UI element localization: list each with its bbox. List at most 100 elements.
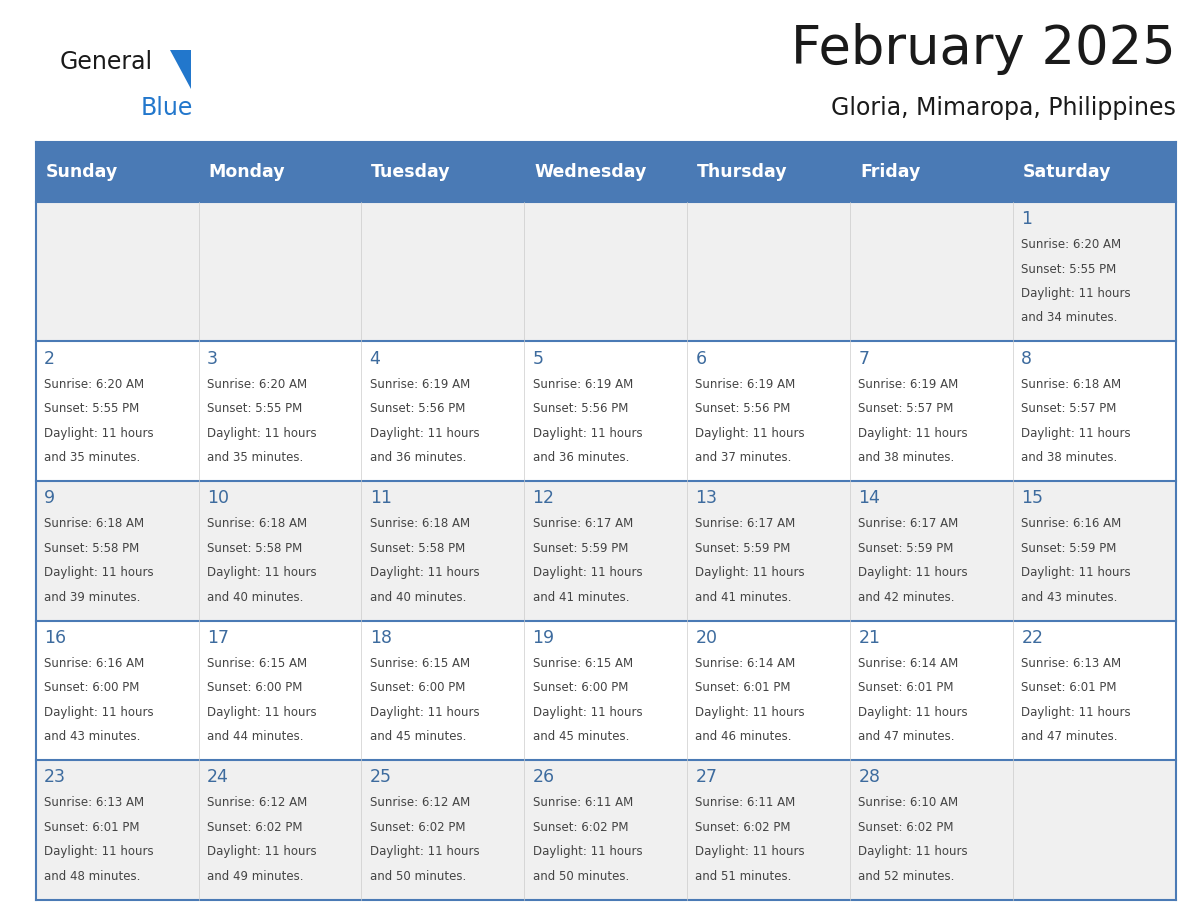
Text: Daylight: 11 hours: Daylight: 11 hours — [207, 706, 316, 719]
Text: Sunset: 6:01 PM: Sunset: 6:01 PM — [695, 681, 791, 694]
Text: Daylight: 11 hours: Daylight: 11 hours — [695, 566, 805, 579]
Text: Sunrise: 6:17 AM: Sunrise: 6:17 AM — [859, 518, 959, 531]
Text: Daylight: 11 hours: Daylight: 11 hours — [859, 566, 968, 579]
Text: Daylight: 11 hours: Daylight: 11 hours — [1022, 427, 1131, 440]
Text: Sunset: 5:58 PM: Sunset: 5:58 PM — [207, 542, 302, 554]
Text: Daylight: 11 hours: Daylight: 11 hours — [859, 845, 968, 858]
Text: Daylight: 11 hours: Daylight: 11 hours — [859, 427, 968, 440]
Text: Daylight: 11 hours: Daylight: 11 hours — [695, 706, 805, 719]
Text: Sunset: 6:02 PM: Sunset: 6:02 PM — [695, 821, 791, 834]
Text: 4: 4 — [369, 350, 380, 368]
Text: 9: 9 — [44, 489, 55, 508]
Text: Sunrise: 6:12 AM: Sunrise: 6:12 AM — [207, 797, 307, 810]
Text: Sunrise: 6:10 AM: Sunrise: 6:10 AM — [859, 797, 959, 810]
Text: Sunset: 6:02 PM: Sunset: 6:02 PM — [207, 821, 302, 834]
Text: Sunset: 6:01 PM: Sunset: 6:01 PM — [1022, 681, 1117, 694]
Bar — [1013, 760, 1176, 900]
Text: Sunrise: 6:20 AM: Sunrise: 6:20 AM — [44, 378, 144, 391]
Bar — [688, 142, 851, 202]
Text: 10: 10 — [207, 489, 229, 508]
Text: Sunrise: 6:18 AM: Sunrise: 6:18 AM — [1022, 378, 1121, 391]
Text: Daylight: 11 hours: Daylight: 11 hours — [859, 706, 968, 719]
Text: and 36 minutes.: and 36 minutes. — [369, 451, 466, 464]
Text: Sunrise: 6:19 AM: Sunrise: 6:19 AM — [859, 378, 959, 391]
Bar — [851, 142, 1013, 202]
Text: Tuesday: Tuesday — [372, 163, 451, 181]
Bar — [1013, 202, 1176, 341]
Text: and 44 minutes.: and 44 minutes. — [207, 730, 303, 743]
Text: and 35 minutes.: and 35 minutes. — [207, 451, 303, 464]
Bar — [524, 481, 688, 621]
Text: General: General — [59, 50, 152, 74]
Text: Sunrise: 6:15 AM: Sunrise: 6:15 AM — [369, 657, 469, 670]
Text: 21: 21 — [859, 629, 880, 647]
Text: 2: 2 — [44, 350, 55, 368]
Text: and 51 minutes.: and 51 minutes. — [695, 869, 792, 882]
Text: Sunset: 5:58 PM: Sunset: 5:58 PM — [44, 542, 139, 554]
Text: Daylight: 11 hours: Daylight: 11 hours — [1022, 287, 1131, 300]
Text: and 43 minutes.: and 43 minutes. — [44, 730, 140, 743]
Bar — [688, 481, 851, 621]
Text: and 46 minutes.: and 46 minutes. — [695, 730, 792, 743]
Bar — [524, 341, 688, 481]
Bar — [851, 621, 1013, 760]
Text: Daylight: 11 hours: Daylight: 11 hours — [532, 566, 643, 579]
Bar — [1013, 621, 1176, 760]
Text: Sunset: 5:59 PM: Sunset: 5:59 PM — [532, 542, 628, 554]
Text: 6: 6 — [695, 350, 707, 368]
Text: and 45 minutes.: and 45 minutes. — [532, 730, 628, 743]
Text: 24: 24 — [207, 768, 228, 787]
Bar — [851, 760, 1013, 900]
Text: Gloria, Mimaropa, Philippines: Gloria, Mimaropa, Philippines — [832, 96, 1176, 120]
Text: 26: 26 — [532, 768, 555, 787]
Bar — [688, 341, 851, 481]
Text: Wednesday: Wednesday — [535, 163, 646, 181]
Text: and 39 minutes.: and 39 minutes. — [44, 590, 140, 603]
Text: 15: 15 — [1022, 489, 1043, 508]
Text: Daylight: 11 hours: Daylight: 11 hours — [369, 706, 479, 719]
Text: 23: 23 — [44, 768, 65, 787]
Bar — [198, 341, 361, 481]
Text: Sunrise: 6:15 AM: Sunrise: 6:15 AM — [207, 657, 307, 670]
Text: Sunset: 5:56 PM: Sunset: 5:56 PM — [369, 402, 465, 415]
Bar — [524, 202, 688, 341]
Text: Sunrise: 6:14 AM: Sunrise: 6:14 AM — [695, 657, 796, 670]
Text: Daylight: 11 hours: Daylight: 11 hours — [1022, 566, 1131, 579]
Text: and 52 minutes.: and 52 minutes. — [859, 869, 955, 882]
Bar — [688, 760, 851, 900]
Bar — [36, 621, 198, 760]
Text: Sunset: 5:55 PM: Sunset: 5:55 PM — [44, 402, 139, 415]
Text: and 38 minutes.: and 38 minutes. — [1022, 451, 1118, 464]
Text: and 38 minutes.: and 38 minutes. — [859, 451, 955, 464]
Text: Sunrise: 6:13 AM: Sunrise: 6:13 AM — [44, 797, 144, 810]
Text: Sunset: 6:00 PM: Sunset: 6:00 PM — [532, 681, 628, 694]
Text: and 41 minutes.: and 41 minutes. — [695, 590, 792, 603]
Text: Sunset: 6:01 PM: Sunset: 6:01 PM — [859, 681, 954, 694]
Text: and 47 minutes.: and 47 minutes. — [1022, 730, 1118, 743]
Text: Sunrise: 6:19 AM: Sunrise: 6:19 AM — [369, 378, 470, 391]
Bar — [36, 341, 198, 481]
Bar — [361, 760, 524, 900]
Text: 13: 13 — [695, 489, 718, 508]
Text: and 35 minutes.: and 35 minutes. — [44, 451, 140, 464]
Bar — [851, 481, 1013, 621]
Bar — [524, 760, 688, 900]
Text: Daylight: 11 hours: Daylight: 11 hours — [44, 845, 153, 858]
Text: Sunrise: 6:12 AM: Sunrise: 6:12 AM — [369, 797, 470, 810]
Bar — [851, 202, 1013, 341]
Text: Sunset: 5:57 PM: Sunset: 5:57 PM — [859, 402, 954, 415]
Bar — [361, 202, 524, 341]
Text: Daylight: 11 hours: Daylight: 11 hours — [44, 427, 153, 440]
Text: and 49 minutes.: and 49 minutes. — [207, 869, 303, 882]
Text: and 37 minutes.: and 37 minutes. — [695, 451, 792, 464]
Text: February 2025: February 2025 — [791, 23, 1176, 75]
Text: Daylight: 11 hours: Daylight: 11 hours — [369, 427, 479, 440]
Text: Sunday: Sunday — [45, 163, 118, 181]
Text: Daylight: 11 hours: Daylight: 11 hours — [1022, 706, 1131, 719]
Bar — [198, 621, 361, 760]
Bar — [851, 341, 1013, 481]
Text: Daylight: 11 hours: Daylight: 11 hours — [532, 427, 643, 440]
Bar — [688, 621, 851, 760]
Text: Sunrise: 6:18 AM: Sunrise: 6:18 AM — [369, 518, 469, 531]
Text: Daylight: 11 hours: Daylight: 11 hours — [695, 427, 805, 440]
